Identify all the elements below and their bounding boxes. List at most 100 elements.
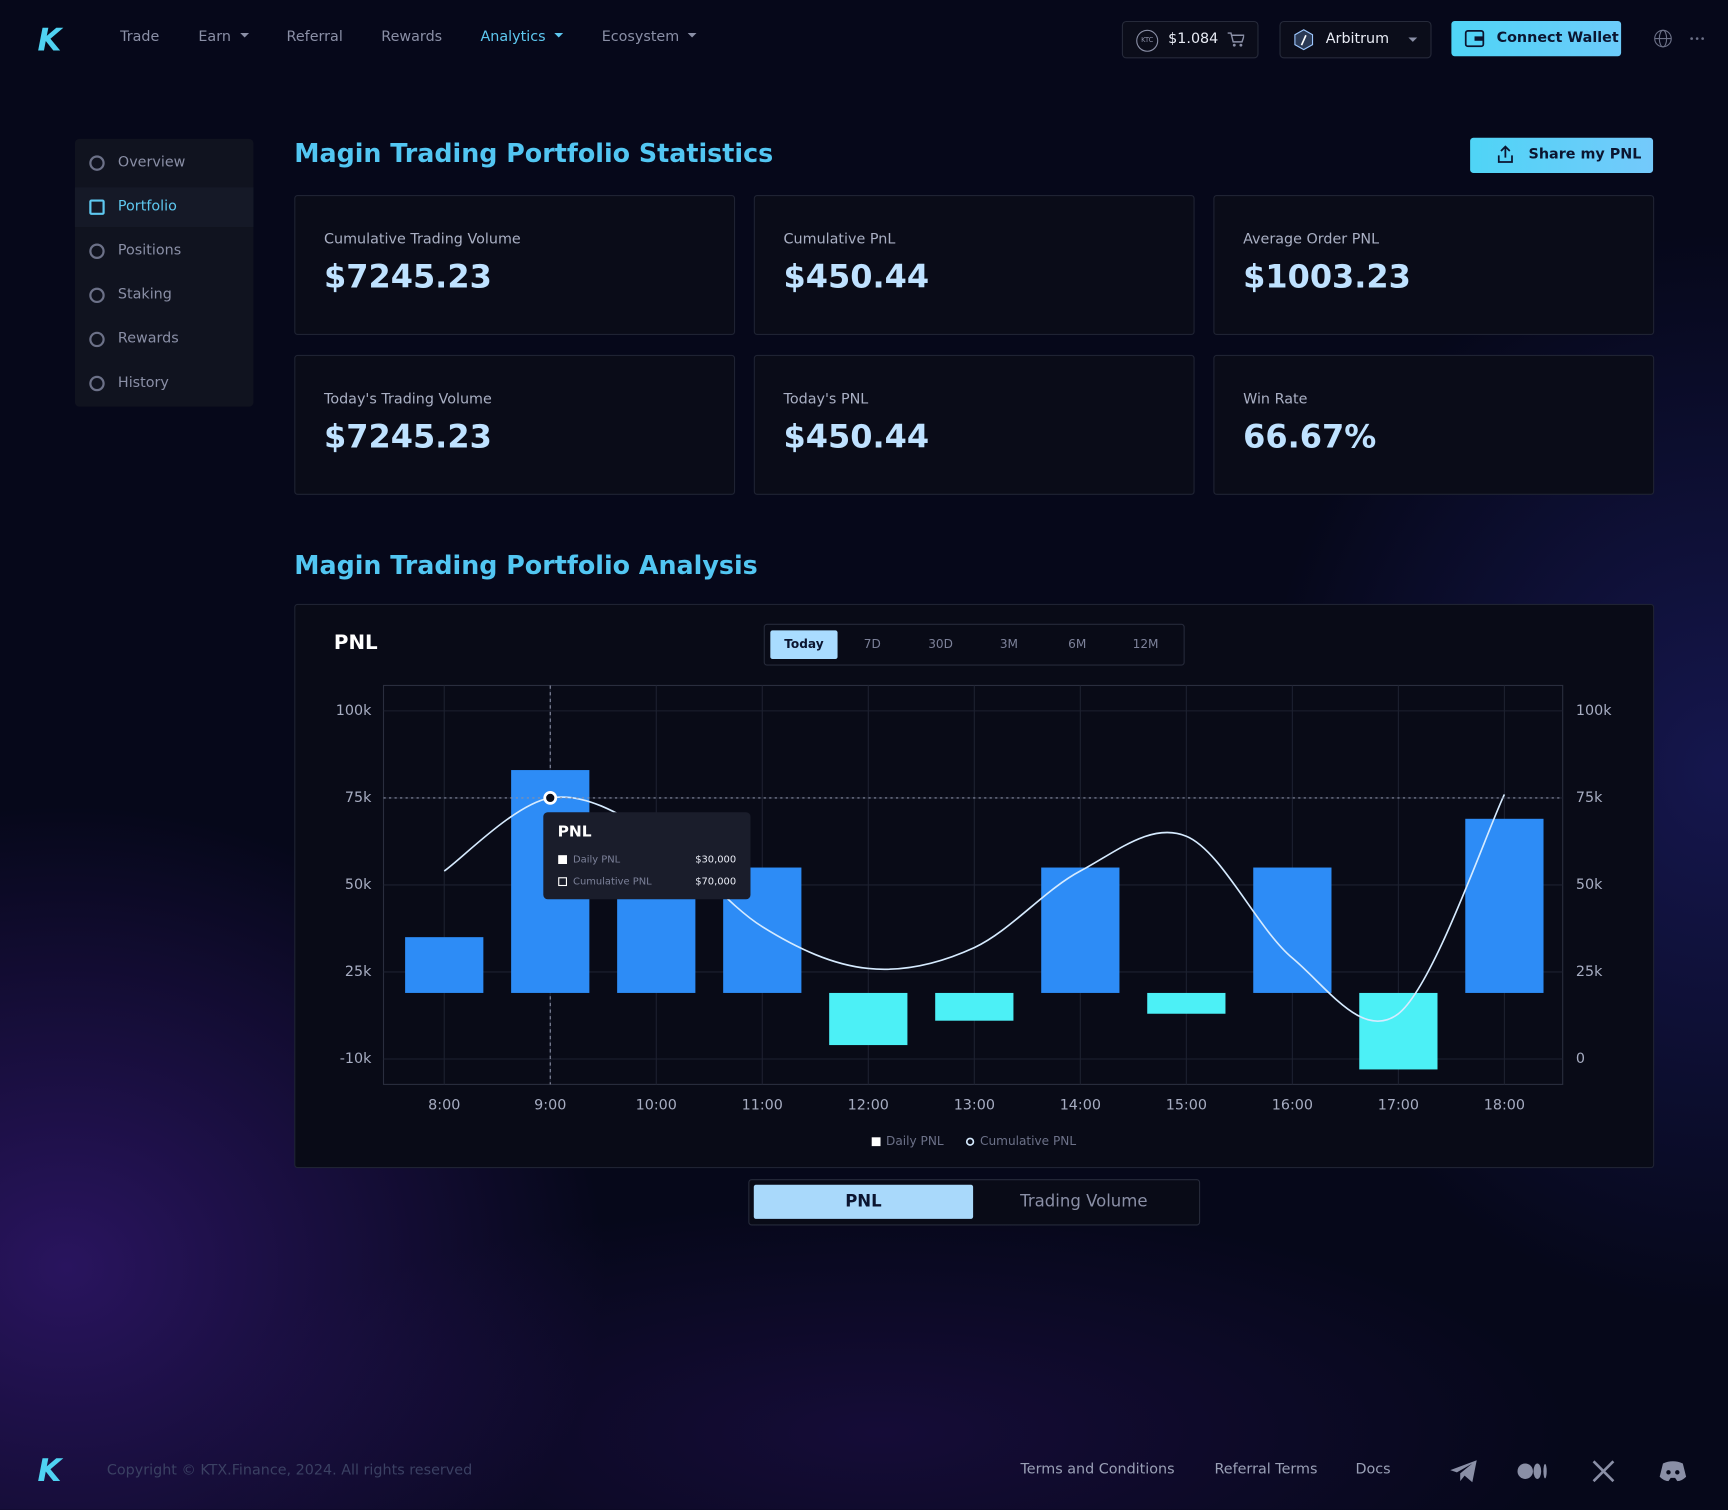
wallet-icon bbox=[1464, 29, 1485, 48]
caret bbox=[239, 32, 249, 42]
x-tick-label: 16:00 bbox=[1272, 1097, 1313, 1113]
telegram-icon[interactable] bbox=[1448, 1458, 1479, 1484]
footer-logo[interactable]: K bbox=[37, 1452, 62, 1489]
stat-label: Today's Trading Volume bbox=[323, 391, 492, 408]
nav-item[interactable]: Rewards bbox=[381, 28, 443, 46]
y-tick-label: 25k bbox=[345, 964, 372, 980]
x-tick-label: 14:00 bbox=[1060, 1097, 1101, 1113]
stat-label: Cumulative PnL bbox=[783, 231, 896, 248]
nav-item[interactable]: Referral bbox=[286, 28, 343, 46]
connect-wallet-button[interactable]: Connect Wallet bbox=[1451, 20, 1622, 57]
bar bbox=[1253, 867, 1332, 993]
bar bbox=[829, 992, 908, 1046]
x-tick-label: 13:00 bbox=[954, 1097, 995, 1113]
stat-label: Average Order PNL bbox=[1243, 231, 1380, 248]
x-icon[interactable] bbox=[1591, 1459, 1615, 1483]
bar bbox=[1041, 867, 1120, 993]
y-tick-label: -10k bbox=[340, 1051, 372, 1067]
stat-card: Average Order PNL $1003.23 bbox=[1213, 195, 1655, 336]
sidebar: Overview Portfolio Positions Staking Rewards… bbox=[74, 138, 254, 407]
logo[interactable]: K bbox=[37, 22, 62, 59]
hover-point bbox=[543, 791, 558, 805]
bar bbox=[1359, 992, 1438, 1070]
toggle-option[interactable]: PNL bbox=[753, 1184, 974, 1219]
sidebar-label: Positions bbox=[117, 242, 182, 259]
sidebar-label: Overview bbox=[117, 154, 186, 171]
medium-icon[interactable] bbox=[1517, 1461, 1549, 1481]
nav-item[interactable]: Trade bbox=[120, 28, 160, 46]
stat-card: Today's Trading Volume $7245.23 bbox=[294, 354, 736, 495]
discord-icon[interactable] bbox=[1659, 1460, 1688, 1482]
range-tab[interactable]: Today bbox=[770, 630, 838, 660]
footer-link[interactable]: Terms and Conditions bbox=[1020, 1461, 1175, 1478]
price-box[interactable]: KTC $1.084 bbox=[1121, 20, 1259, 59]
x-tick-label: 15:00 bbox=[1166, 1097, 1207, 1113]
sidebar-label: History bbox=[117, 374, 169, 392]
tooltip-value: $30,000 bbox=[695, 855, 736, 866]
tooltip-name: Cumulative PNL bbox=[573, 877, 652, 888]
sidebar-item[interactable]: Overview bbox=[75, 143, 254, 183]
share-icon bbox=[1497, 145, 1513, 163]
sidebar-item[interactable]: Portfolio bbox=[74, 187, 254, 228]
range-tabs: Today 7D 30D 3M 6M 12M bbox=[763, 623, 1185, 666]
sidebar-item[interactable]: Staking bbox=[75, 276, 254, 316]
caret bbox=[688, 32, 697, 42]
nav-item[interactable]: Analytics bbox=[480, 29, 564, 45]
tooltip-swatch bbox=[558, 855, 567, 864]
range-tab[interactable]: 3M bbox=[999, 636, 1019, 652]
range-tab[interactable]: 6M bbox=[1068, 636, 1087, 652]
chart-title: PNL bbox=[333, 631, 378, 655]
network-select[interactable]: Arbitrum bbox=[1279, 20, 1432, 59]
more-icon[interactable] bbox=[1689, 36, 1704, 40]
sidebar-icon bbox=[89, 199, 105, 215]
stat-label: Win Rate bbox=[1243, 391, 1308, 408]
globe-icon[interactable] bbox=[1653, 29, 1673, 49]
tooltip-name: Daily PNL bbox=[573, 855, 621, 866]
y2-tick-label: 25k bbox=[1576, 964, 1603, 980]
stat-card: Today's PNL $450.44 bbox=[753, 354, 1195, 495]
y-tick-label: 50k bbox=[345, 877, 372, 893]
bar bbox=[1465, 818, 1544, 993]
legend-swatch bbox=[965, 1137, 975, 1146]
footer-link[interactable]: Docs bbox=[1355, 1461, 1391, 1478]
cart-icon bbox=[1227, 32, 1245, 47]
token-badge: KTC bbox=[1136, 29, 1159, 52]
nav-item[interactable]: Earn bbox=[198, 29, 249, 45]
share-button[interactable]: Share my PNL bbox=[1470, 137, 1654, 174]
range-tab[interactable]: 30D bbox=[928, 636, 953, 652]
tooltip-swatch bbox=[558, 877, 567, 887]
sidebar-icon bbox=[89, 243, 105, 259]
copyright: Copyright © KTX.Finance, 2024. All right… bbox=[106, 1462, 473, 1479]
token-price: $1.084 bbox=[1168, 30, 1219, 48]
caret bbox=[554, 32, 564, 42]
sidebar-icon bbox=[89, 155, 105, 171]
stat-card: Cumulative Trading Volume $7245.23 bbox=[294, 195, 736, 336]
y2-tick-label: 50k bbox=[1576, 877, 1603, 893]
tooltip-box bbox=[543, 812, 751, 900]
sidebar-item[interactable]: History bbox=[75, 364, 254, 404]
network-icon bbox=[1294, 29, 1314, 51]
stats-title: Magin Trading Portfolio Statistics bbox=[294, 139, 774, 169]
x-tick-label: 11:00 bbox=[742, 1097, 783, 1113]
range-tab[interactable]: 12M bbox=[1132, 636, 1159, 652]
bar bbox=[935, 992, 1014, 1021]
sidebar-icon bbox=[89, 331, 105, 348]
stat-value: $7245.23 bbox=[323, 257, 492, 296]
footer-link[interactable]: Referral Terms bbox=[1214, 1461, 1318, 1478]
toggle-option[interactable]: Trading Volume bbox=[1020, 1191, 1148, 1212]
stat-label: Today's PNL bbox=[783, 391, 869, 408]
nav-item[interactable]: Ecosystem bbox=[602, 29, 697, 45]
x-tick-label: 18:00 bbox=[1484, 1097, 1525, 1113]
stat-value: $450.44 bbox=[783, 257, 930, 296]
sidebar-item[interactable]: Positions bbox=[75, 231, 254, 271]
range-tab[interactable]: 7D bbox=[863, 636, 881, 652]
bar bbox=[1147, 992, 1226, 1014]
sidebar-icon bbox=[89, 375, 105, 392]
y2-tick-label: 0 bbox=[1576, 1051, 1585, 1067]
sidebar-item[interactable]: Rewards bbox=[75, 320, 254, 360]
stat-value: 66.67% bbox=[1243, 417, 1377, 456]
